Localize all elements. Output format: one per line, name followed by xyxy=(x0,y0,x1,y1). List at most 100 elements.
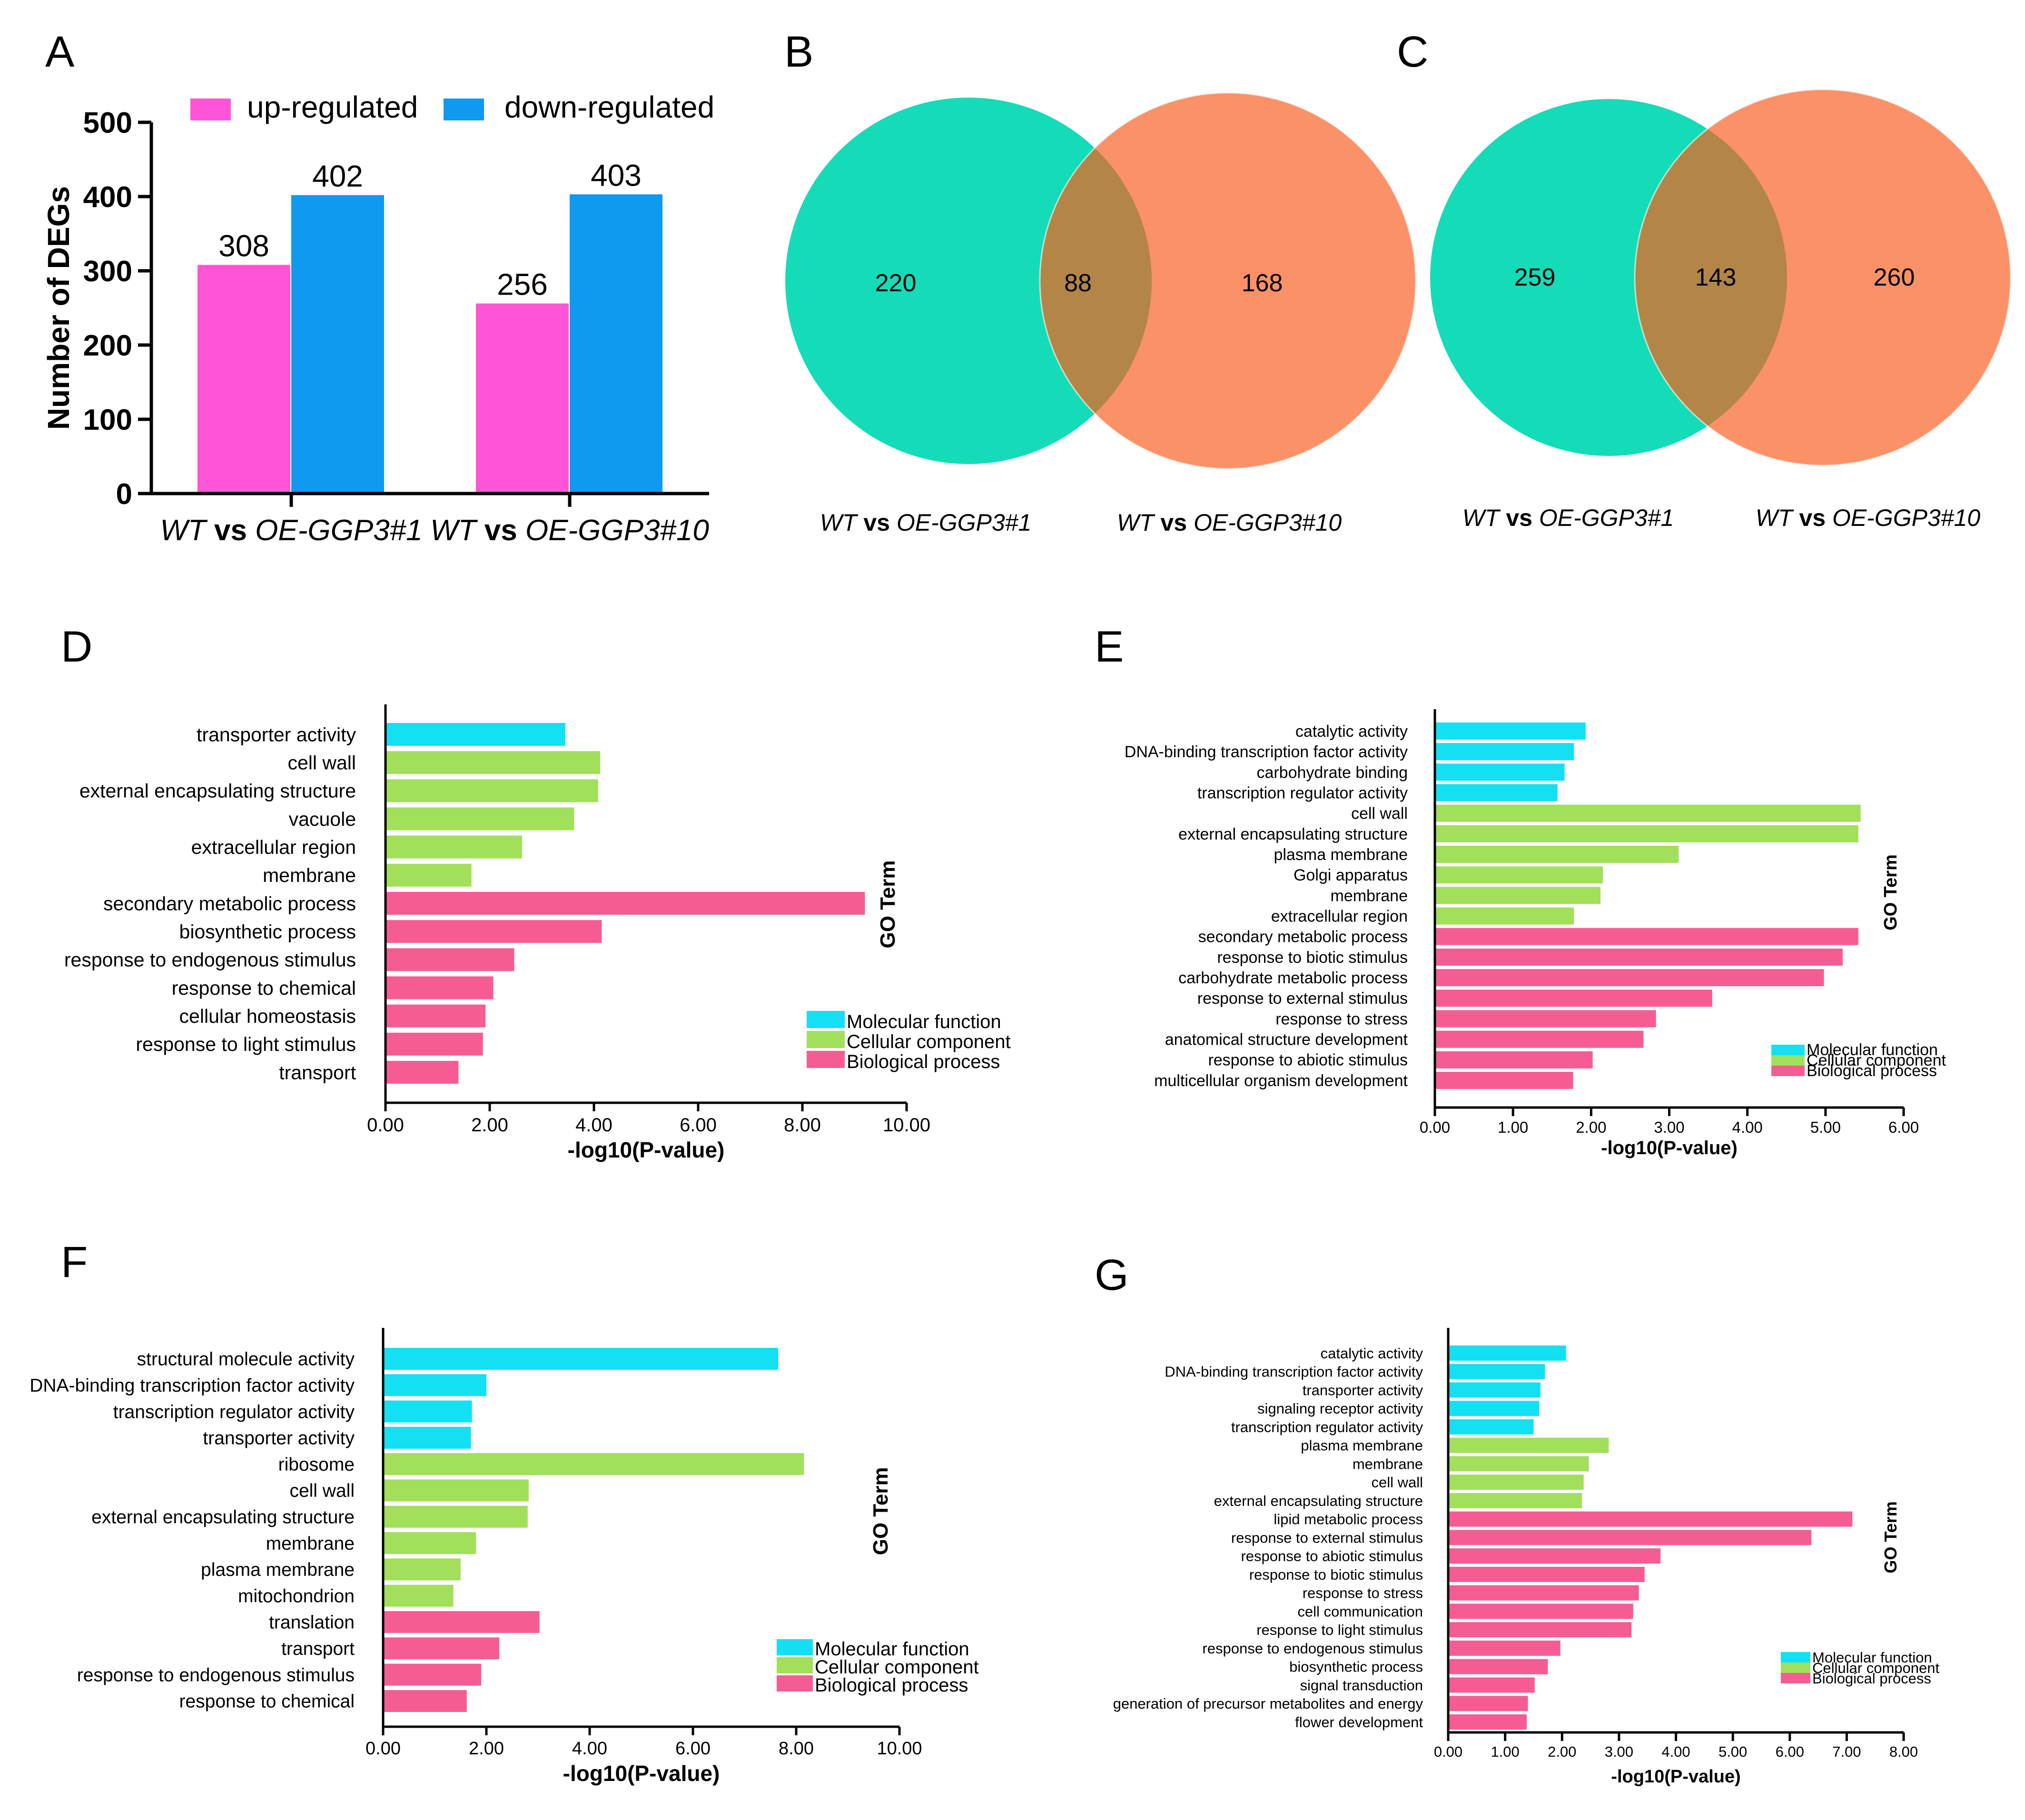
x-tick-label: 8.00 xyxy=(784,1115,821,1136)
go-term-label: translation xyxy=(269,1612,355,1633)
bar-cc xyxy=(1448,1493,1582,1508)
go-term-label: transcription regulator activity xyxy=(1231,1419,1423,1435)
x-tick-label: 0.00 xyxy=(367,1115,404,1136)
label-oe: OE-GGP3#10 xyxy=(1194,509,1342,536)
bar-cc xyxy=(383,1558,461,1581)
legend-label-bp: Biological process xyxy=(1812,1670,1931,1687)
go-term-label: lipid metabolic process xyxy=(1274,1511,1423,1528)
go-term-label: membrane xyxy=(1330,887,1408,905)
legend-swatch-mf xyxy=(807,1011,845,1028)
venn-outline-right xyxy=(1634,89,2012,466)
go-term-label: vacuole xyxy=(289,808,356,830)
label-vs: vs xyxy=(1793,504,1832,531)
legend-swatch-cc xyxy=(1771,1055,1805,1066)
go-term-label: response to external stimulus xyxy=(1231,1529,1423,1546)
y-tick-label: 0 xyxy=(116,478,132,511)
go-term-label: cell wall xyxy=(1351,805,1408,823)
x-tick-label: 6.00 xyxy=(1776,1743,1804,1760)
bar-bp xyxy=(1435,928,1858,945)
venn-count-overlap: 143 xyxy=(1695,264,1737,291)
bar-mf xyxy=(383,1400,472,1423)
go-term-label: external encapsulating structure xyxy=(79,780,356,802)
panel-letter-e: E xyxy=(1095,623,1124,671)
bar-bp xyxy=(1435,948,1843,966)
bar-cc xyxy=(385,751,601,774)
legend-label-bp: Biological process xyxy=(815,1675,968,1696)
x-tick-label: 1.00 xyxy=(1498,1118,1528,1136)
y-tick-label: 300 xyxy=(83,255,132,288)
go-term-label: membrane xyxy=(266,1533,355,1554)
bar-bp xyxy=(1448,1511,1853,1527)
legend-label-up: up-regulated xyxy=(247,90,418,124)
go-term-label: response to biotic stimulus xyxy=(1249,1566,1423,1583)
label-wt: WT xyxy=(1756,504,1794,531)
y-tick-label: 500 xyxy=(83,107,132,139)
label-wt: WT xyxy=(820,509,859,536)
bar-bp xyxy=(383,1690,467,1712)
legend-swatch-mf xyxy=(1781,1652,1810,1662)
go-term-label: transcription regulator activity xyxy=(1197,784,1408,802)
go-term-label: cell communication xyxy=(1297,1603,1423,1620)
legend-label-cc: Cellular component xyxy=(815,1657,979,1678)
go-term-label: membrane xyxy=(1353,1455,1423,1472)
bar-bp xyxy=(1435,1030,1644,1048)
go-term-label: Golgi apparatus xyxy=(1294,866,1408,884)
x-tick-label: 5.00 xyxy=(1810,1118,1841,1136)
bar-up-2 xyxy=(476,303,569,494)
go-term-label: external encapsulating structure xyxy=(91,1507,355,1527)
go-term-label: cell wall xyxy=(287,752,356,774)
bar-cc xyxy=(1448,1437,1609,1453)
go-term-label: catalytic activity xyxy=(1295,722,1408,741)
label-wt: WT xyxy=(1117,509,1156,536)
bar-bp xyxy=(385,1032,483,1056)
bar-cc xyxy=(383,1479,529,1502)
go-term-label: secondary metabolic process xyxy=(103,892,356,914)
x-tick-label: 0.00 xyxy=(1434,1743,1462,1760)
legend-label-bp: Biological process xyxy=(1807,1062,1937,1080)
x-tick-label: 4.00 xyxy=(572,1739,607,1759)
bar-mf xyxy=(1448,1419,1534,1434)
bar-bp xyxy=(1448,1585,1639,1601)
x-tick-label: 7.00 xyxy=(1832,1743,1861,1760)
bar-bp xyxy=(1448,1567,1645,1582)
y-tick-label: 400 xyxy=(83,181,132,214)
go-term-label: flower development xyxy=(1295,1714,1423,1731)
label-vs: vs xyxy=(1499,504,1539,531)
x-tick-label: 1.00 xyxy=(1491,1743,1519,1760)
legend-swatch-cc xyxy=(1781,1662,1810,1673)
go-term-label: biosynthetic process xyxy=(179,921,356,943)
y-tick-label: 200 xyxy=(83,329,132,362)
y-axis-title: Number of DEGs xyxy=(41,186,76,430)
bar-bp xyxy=(1435,969,1824,987)
bar-bp xyxy=(385,976,494,999)
x-axis-title: -log10(P-value) xyxy=(1611,1767,1740,1787)
go-term-label: transporter activity xyxy=(203,1428,355,1449)
go-term-label: secondary metabolic process xyxy=(1198,928,1408,946)
go-term-label: plasma membrane xyxy=(1274,846,1408,864)
label-vs: vs xyxy=(857,509,896,536)
venn-overlap xyxy=(1635,99,1787,456)
x-tick-label: 8.00 xyxy=(1889,1743,1918,1760)
bar-mf xyxy=(1435,722,1586,740)
bar-bp xyxy=(1448,1603,1633,1619)
legend-label-bp: Biological process xyxy=(847,1051,1000,1072)
bar-bp xyxy=(1435,1051,1593,1068)
x-category-label: WT vs OE-GGP3#10 xyxy=(430,514,709,547)
bar-cc xyxy=(385,863,472,887)
venn-set-label-left: WT vs OE-GGP3#1 xyxy=(1462,504,1674,531)
bar-bp xyxy=(1448,1696,1528,1711)
legend-swatch-bp xyxy=(777,1675,813,1691)
x-tick-label: 0.00 xyxy=(1420,1118,1450,1136)
bar-cc xyxy=(1435,846,1679,863)
legend-label-cc: Cellular component xyxy=(1812,1660,1939,1676)
legend-label-mf: Molecular function xyxy=(1812,1649,1932,1666)
bar-bp xyxy=(383,1611,540,1633)
x-tick-label: 2.00 xyxy=(1576,1118,1606,1136)
go-term-label: response to endogenous stimulus xyxy=(64,949,356,971)
go-term-label: external encapsulating structure xyxy=(1178,825,1408,843)
go-term-label: structural molecule activity xyxy=(137,1349,355,1370)
go-term-label: membrane xyxy=(263,864,356,886)
venn-count-right: 168 xyxy=(1242,269,1283,297)
go-term-label: catalytic activity xyxy=(1321,1345,1423,1362)
